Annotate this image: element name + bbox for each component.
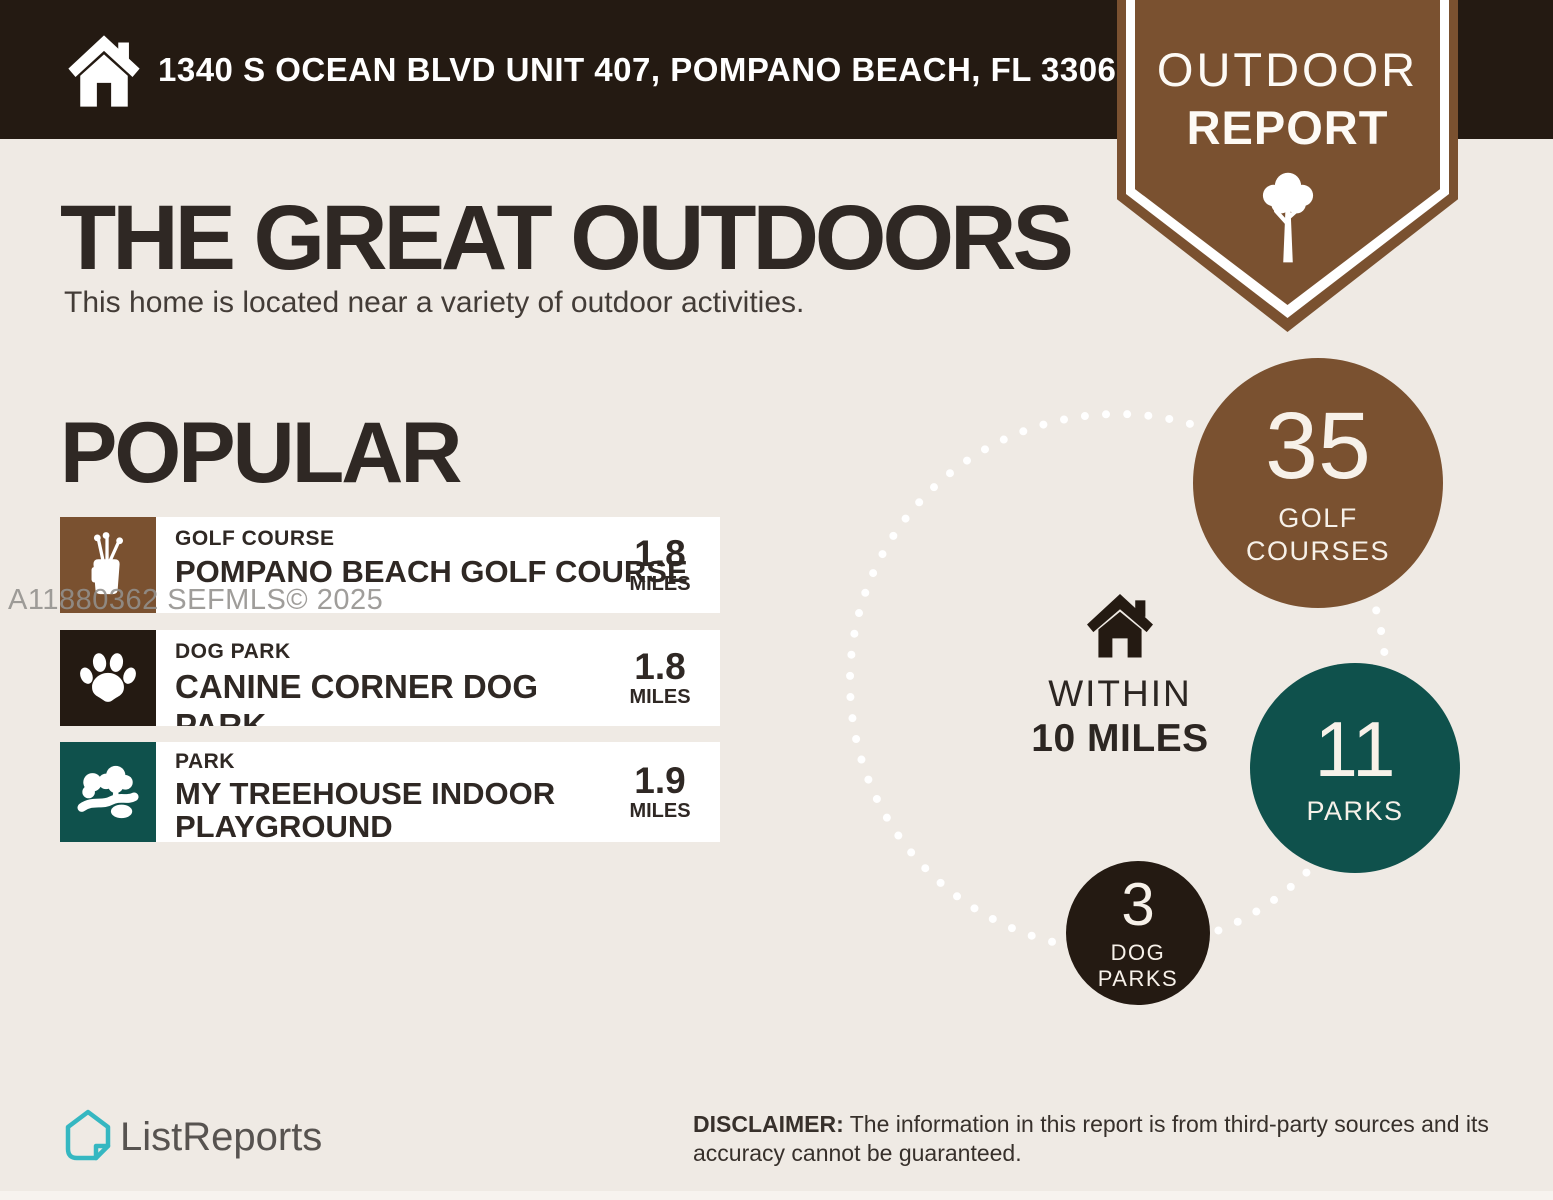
item-category: DOG PARK [175,640,291,663]
paw-icon [60,630,156,726]
list-item-golf-course: GOLF COURSE POMPANO BEACH GOLF COURSE 1.… [60,517,720,613]
popular-heading: POPULAR [60,405,462,501]
item-name: POMPANO BEACH GOLF COURSE [175,554,688,589]
page-subtitle: This home is located near a variety of o… [64,286,805,319]
tree-icon [1262,172,1313,263]
listreports-brand: ListReports [120,1115,323,1159]
golf-bag-icon [60,517,156,613]
disclaimer-text: The information in this report is from t… [693,1111,1489,1166]
item-distance: 1.9 MILES [610,760,710,823]
distance-unit: MILES [629,686,691,708]
stat-value: 35 [1265,392,1371,499]
house-icon [1087,594,1153,658]
stat-circle-parks: 11 PARKS [1250,663,1460,873]
item-distance: 1.8 MILES [610,533,710,596]
within-radius-label: WITHIN 10 MILES [1020,594,1220,761]
popular-list: GOLF COURSE POMPANO BEACH GOLF COURSE 1.… [60,517,720,847]
item-name: CANINE CORNER DOG PARK [175,668,539,726]
distance-value: 1.8 [634,646,686,687]
item-category: GOLF COURSE [175,527,335,550]
property-address: 1340 S OCEAN BLVD UNIT 407, POMPANO BEAC… [158,50,1136,88]
distance-value: 1.8 [634,533,686,574]
distance-unit: MILES [629,800,691,822]
home-icon [68,35,140,107]
stat-label: DOG PARKS [1097,939,1179,991]
item-name: MY TREEHOUSE INDOOR PLAYGROUND [175,776,556,842]
stat-value: 11 [1314,704,1396,793]
badge-title-line1: OUTDOOR [1156,43,1419,96]
distance-value: 1.9 [634,760,686,801]
distance-unit: MILES [629,573,691,595]
stat-circle-dog-parks: 3 DOG PARKS [1066,861,1210,1005]
within-distance: 10 MILES [1031,717,1209,760]
outdoor-report-badge: OUTDOOR REPORT [1117,0,1458,332]
stat-label: GOLF COURSES [1245,502,1391,566]
disclaimer: DISCLAIMER: The information in this repo… [693,1110,1505,1168]
mls-watermark: A11880362 SEFMLS© 2025 [8,584,384,616]
item-category: PARK [175,750,235,773]
page-title: THE GREAT OUTDOORS [60,187,1074,289]
badge-title-line2: REPORT [1186,101,1389,154]
stat-circle-golf-courses: 35 GOLF COURSES [1193,358,1443,608]
list-item-dog-park: DOG PARK CANINE CORNER DOG PARK 1.8 MILE… [60,630,720,726]
park-icon [60,742,156,842]
stat-label: PARKS [1306,795,1404,826]
within-text: WITHIN [1048,673,1192,714]
item-distance: 1.8 MILES [610,646,710,709]
bottom-edge-strip [0,1191,1553,1200]
listreports-logo-icon [65,1109,111,1161]
stat-value: 3 [1121,870,1155,938]
disclaimer-label: DISCLAIMER: [693,1111,844,1137]
list-item-park: PARK MY TREEHOUSE INDOOR PLAYGROUND 1.9 … [60,742,720,842]
